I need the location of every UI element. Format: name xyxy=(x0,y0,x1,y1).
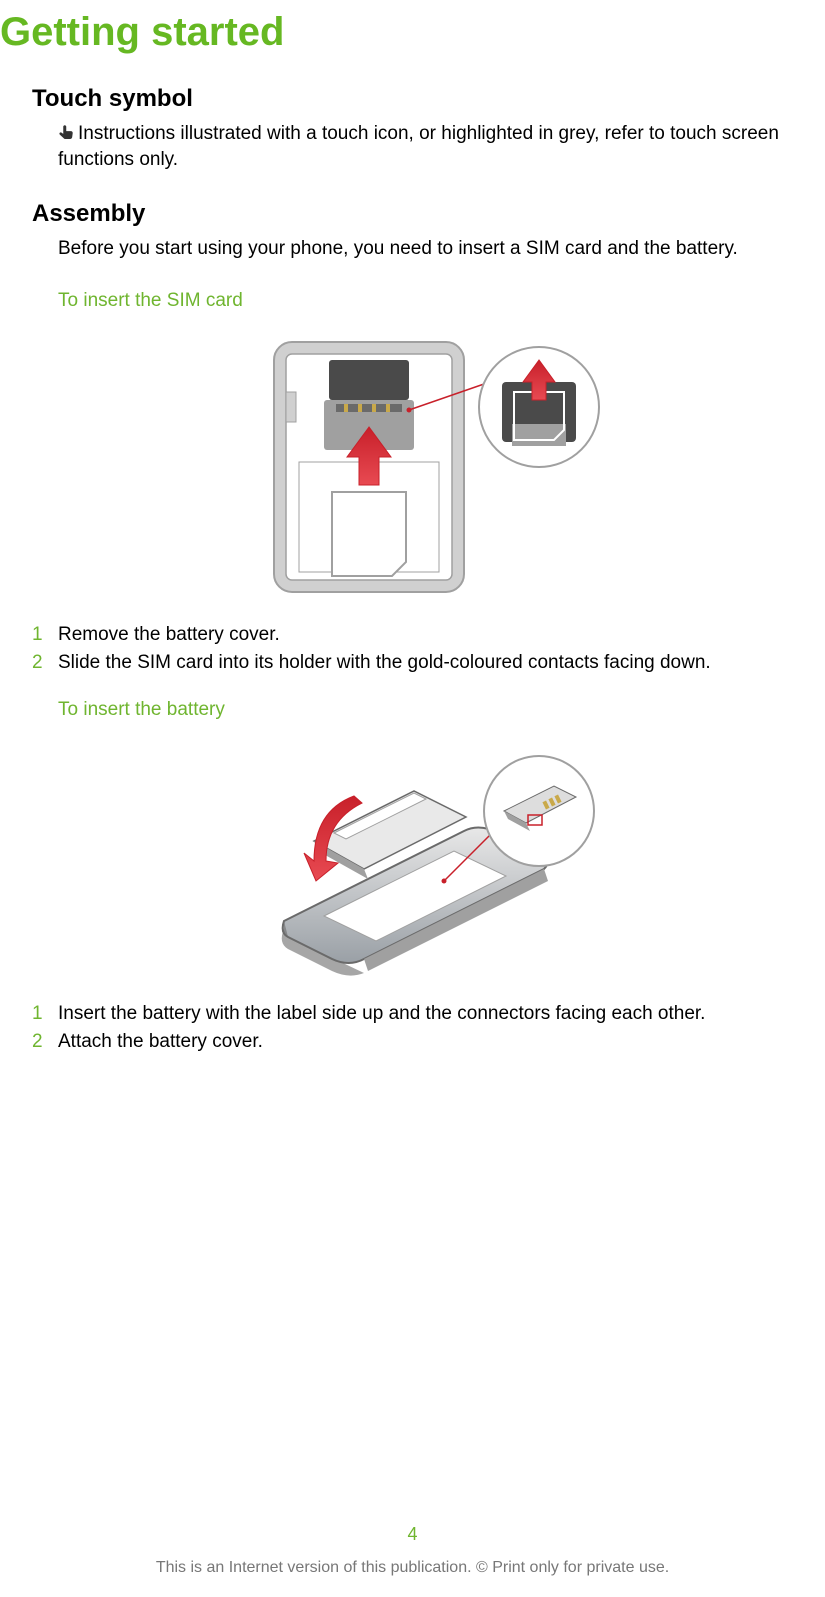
step-number: 2 xyxy=(32,1029,58,1055)
footer-note: This is an Internet version of this publ… xyxy=(0,1559,825,1577)
list-item: 1 Remove the battery cover. xyxy=(32,622,815,648)
list-item: 2 Slide the SIM card into its holder wit… xyxy=(32,650,815,676)
step-text: Slide the SIM card into its holder with … xyxy=(58,650,711,676)
step-text: Insert the battery with the label side u… xyxy=(58,1001,705,1027)
touch-symbol-text: Instructions illustrated with a touch ic… xyxy=(58,123,779,170)
list-item: 2 Attach the battery cover. xyxy=(32,1029,815,1055)
assembly-heading: Assembly xyxy=(32,200,815,228)
touch-symbol-body: Instructions illustrated with a touch ic… xyxy=(58,121,815,172)
page-number: 4 xyxy=(0,1524,825,1545)
battery-steps: 1 Insert the battery with the label side… xyxy=(32,1001,815,1054)
step-number: 1 xyxy=(32,1001,58,1027)
page-title: Getting started xyxy=(0,10,825,55)
step-number: 1 xyxy=(32,622,58,648)
touch-icon xyxy=(58,123,76,141)
sim-diagram xyxy=(32,332,815,602)
touch-symbol-heading: Touch symbol xyxy=(32,85,815,113)
sim-steps: 1 Remove the battery cover. 2 Slide the … xyxy=(32,622,815,675)
assembly-intro: Before you start using your phone, you n… xyxy=(58,236,815,262)
list-item: 1 Insert the battery with the label side… xyxy=(32,1001,815,1027)
step-number: 2 xyxy=(32,650,58,676)
battery-diagram xyxy=(32,741,815,981)
step-text: Attach the battery cover. xyxy=(58,1029,263,1055)
battery-subheading: To insert the battery xyxy=(58,699,815,721)
page-footer: 4 This is an Internet version of this pu… xyxy=(0,1524,825,1577)
step-text: Remove the battery cover. xyxy=(58,622,280,648)
sim-subheading: To insert the SIM card xyxy=(58,290,815,312)
